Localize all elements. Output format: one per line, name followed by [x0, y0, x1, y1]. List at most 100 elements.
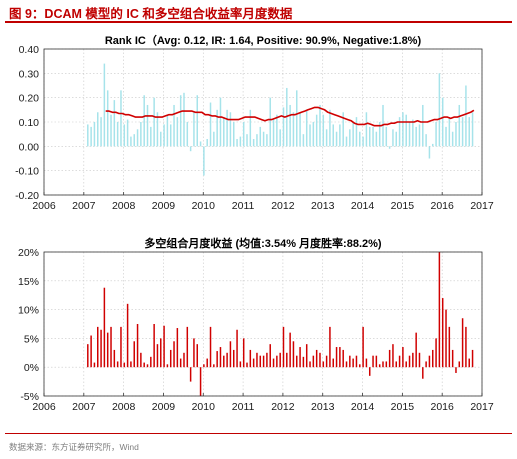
bar — [116, 122, 119, 147]
bar — [438, 252, 441, 368]
y-tick-label: 5% — [24, 333, 39, 345]
bar — [388, 349, 391, 368]
bar — [246, 362, 248, 368]
bar — [359, 131, 361, 147]
bar — [252, 358, 255, 368]
x-tick-label: 2006 — [32, 401, 56, 413]
bar — [289, 332, 291, 368]
bar — [355, 117, 358, 147]
x-tick-label: 2015 — [391, 200, 415, 212]
bar — [176, 328, 179, 368]
bar — [87, 344, 89, 368]
bar — [90, 126, 92, 147]
bar — [395, 361, 398, 368]
bar — [368, 126, 371, 147]
bar — [345, 136, 348, 147]
bar — [349, 129, 351, 147]
long-short-return-chart: 多空组合月度收益 (均值:3.54% 月度胜率:88.2%) -5% 0% 5% 10%… — [18, 236, 494, 413]
bar — [302, 134, 305, 147]
bar — [422, 367, 424, 379]
bar — [90, 335, 92, 368]
bar — [193, 338, 195, 368]
bar — [365, 358, 368, 368]
x-tick-label: 2009 — [152, 401, 176, 413]
bar — [455, 122, 457, 147]
bar — [113, 100, 116, 147]
bar — [239, 136, 242, 147]
bar — [282, 326, 285, 368]
bar — [97, 326, 99, 368]
bar — [199, 367, 202, 396]
bar — [239, 361, 242, 368]
plot-frame — [43, 251, 483, 397]
bar — [319, 104, 321, 147]
bar — [368, 367, 371, 376]
bar — [375, 131, 378, 147]
bar — [256, 352, 258, 368]
bar — [296, 355, 298, 368]
bar — [196, 95, 199, 147]
bar — [252, 139, 255, 147]
bar — [428, 355, 431, 368]
x-tick-label: 2007 — [72, 401, 96, 413]
y-tick-label: -0.10 — [15, 166, 39, 178]
y-tick-label: 20% — [18, 247, 39, 259]
x-tick-label: 2016 — [431, 401, 455, 413]
bar — [355, 355, 358, 368]
bar — [150, 356, 152, 368]
bar — [329, 326, 331, 368]
bar — [209, 102, 212, 147]
bar — [402, 347, 404, 368]
bar — [126, 303, 129, 368]
bar — [402, 112, 404, 147]
y-tick-label: 0.30 — [19, 68, 40, 80]
bar — [392, 129, 394, 147]
bar — [136, 129, 139, 147]
bar — [140, 122, 142, 147]
bar — [305, 344, 308, 368]
bar — [405, 361, 407, 368]
x-tick-label: 2011 — [232, 200, 255, 212]
bar — [312, 355, 315, 368]
bar — [140, 352, 142, 368]
bar — [219, 347, 222, 368]
title-rule — [5, 21, 512, 23]
bar — [345, 361, 348, 368]
bar — [183, 352, 185, 368]
figure-title: 图 9：DCAM 模型的 IC 和多空组合收益率月度数据 — [9, 7, 293, 21]
plot-frame — [43, 48, 483, 196]
bar — [309, 124, 311, 147]
bar — [279, 352, 281, 368]
bar — [455, 367, 457, 373]
bar — [392, 344, 394, 368]
bar — [398, 355, 401, 368]
bar — [276, 355, 278, 368]
bar — [166, 114, 169, 147]
bar — [445, 126, 447, 147]
y-tick-label: 10% — [18, 305, 39, 317]
bar — [382, 361, 384, 368]
x-tick-label: 2016 — [431, 200, 455, 212]
bar — [451, 131, 454, 147]
bar — [93, 122, 96, 147]
bar — [133, 134, 135, 147]
bar — [441, 97, 444, 147]
rolling-ic-line — [105, 106, 475, 127]
bar — [232, 122, 235, 147]
bar — [458, 361, 461, 368]
bar — [408, 355, 411, 368]
bar — [216, 109, 218, 147]
bar — [272, 358, 275, 368]
bar — [471, 349, 474, 368]
bar — [372, 126, 374, 147]
bar — [302, 356, 305, 368]
bar — [229, 341, 232, 368]
bar — [388, 146, 391, 149]
bar — [365, 112, 368, 147]
bar — [335, 347, 338, 368]
bar — [206, 139, 208, 147]
footer-rule — [5, 433, 512, 434]
bar — [435, 122, 437, 147]
bar — [203, 364, 205, 368]
bar — [292, 112, 295, 147]
